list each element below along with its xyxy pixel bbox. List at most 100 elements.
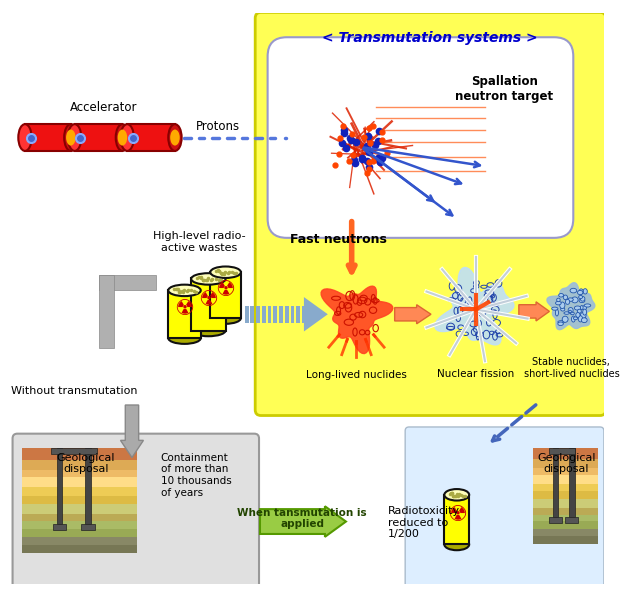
Bar: [549, 517, 562, 522]
Bar: [22, 448, 137, 460]
Ellipse shape: [568, 298, 573, 301]
Polygon shape: [321, 286, 392, 353]
Ellipse shape: [210, 266, 241, 278]
Bar: [533, 521, 598, 529]
Bar: [533, 448, 598, 459]
Bar: [191, 278, 226, 331]
Text: Stable nuclides,
short-lived nuclides: Stable nuclides, short-lived nuclides: [524, 357, 619, 379]
Text: Geological
disposal: Geological disposal: [57, 453, 115, 475]
Bar: [533, 536, 598, 543]
Text: Geological
disposal: Geological disposal: [537, 453, 596, 475]
Ellipse shape: [577, 290, 583, 295]
Ellipse shape: [168, 285, 201, 296]
Ellipse shape: [578, 296, 583, 298]
Ellipse shape: [568, 307, 573, 313]
Bar: [210, 272, 241, 318]
Ellipse shape: [582, 318, 587, 322]
Text: ☢: ☢: [215, 281, 236, 300]
Bar: [533, 529, 598, 536]
Bar: [569, 448, 575, 517]
FancyArrow shape: [120, 405, 144, 457]
Ellipse shape: [580, 306, 583, 310]
Bar: [22, 521, 137, 528]
Text: High-level radio-
active wastes: High-level radio- active wastes: [152, 231, 245, 253]
Bar: [81, 524, 95, 530]
FancyBboxPatch shape: [268, 37, 573, 238]
FancyArrow shape: [260, 506, 346, 537]
Ellipse shape: [583, 309, 587, 315]
Bar: [268, 306, 271, 323]
Text: ☢: ☢: [447, 505, 467, 525]
FancyArrow shape: [394, 304, 431, 324]
Bar: [565, 517, 578, 522]
Ellipse shape: [558, 294, 563, 297]
Ellipse shape: [555, 301, 561, 305]
Ellipse shape: [68, 124, 81, 151]
Bar: [553, 448, 558, 517]
Bar: [22, 544, 137, 553]
Text: ☢: ☢: [175, 300, 195, 319]
Bar: [256, 306, 260, 323]
Bar: [549, 448, 575, 454]
Ellipse shape: [558, 321, 564, 324]
Ellipse shape: [582, 306, 587, 310]
Ellipse shape: [564, 312, 569, 314]
FancyBboxPatch shape: [255, 13, 606, 416]
Bar: [245, 306, 248, 323]
Bar: [51, 448, 97, 454]
Bar: [99, 275, 114, 347]
Text: Long-lived nuclides: Long-lived nuclides: [306, 370, 407, 380]
Bar: [533, 459, 598, 468]
Bar: [22, 496, 137, 504]
Ellipse shape: [563, 295, 568, 300]
Polygon shape: [435, 267, 514, 345]
Text: Nuclear fission: Nuclear fission: [437, 369, 514, 378]
Ellipse shape: [170, 130, 180, 146]
Bar: [250, 306, 254, 323]
Ellipse shape: [191, 273, 226, 285]
Bar: [22, 487, 137, 496]
Bar: [22, 537, 137, 544]
Bar: [25, 124, 71, 151]
Text: When tansmutation is
applied: When tansmutation is applied: [237, 508, 367, 530]
FancyBboxPatch shape: [12, 433, 259, 589]
Polygon shape: [547, 283, 595, 330]
Ellipse shape: [560, 307, 565, 311]
Bar: [533, 499, 598, 508]
Bar: [127, 124, 175, 151]
Bar: [533, 508, 598, 515]
Bar: [22, 478, 137, 487]
Ellipse shape: [580, 297, 585, 301]
Ellipse shape: [572, 297, 578, 303]
Bar: [22, 528, 137, 537]
Ellipse shape: [558, 322, 563, 325]
FancyBboxPatch shape: [405, 427, 604, 587]
Ellipse shape: [584, 304, 591, 307]
Bar: [533, 491, 598, 499]
Ellipse shape: [66, 130, 76, 146]
Ellipse shape: [579, 299, 585, 303]
Ellipse shape: [570, 288, 577, 293]
Ellipse shape: [583, 315, 585, 322]
Ellipse shape: [210, 312, 241, 324]
Text: Fast neutrons: Fast neutrons: [290, 233, 386, 246]
Bar: [302, 306, 306, 323]
Ellipse shape: [579, 289, 583, 294]
Ellipse shape: [577, 315, 582, 318]
Bar: [444, 495, 469, 544]
Ellipse shape: [120, 124, 134, 151]
Ellipse shape: [191, 325, 226, 336]
Ellipse shape: [565, 299, 570, 304]
FancyArrow shape: [519, 302, 549, 321]
Bar: [22, 470, 137, 478]
Bar: [533, 484, 598, 491]
Bar: [22, 514, 137, 521]
Text: Spallation
neutron target: Spallation neutron target: [456, 75, 553, 103]
Text: Radiotoxicity
reduced to
1/200: Radiotoxicity reduced to 1/200: [388, 506, 460, 540]
Ellipse shape: [562, 316, 568, 322]
Ellipse shape: [555, 309, 558, 316]
Bar: [291, 306, 295, 323]
Ellipse shape: [577, 309, 582, 313]
Bar: [273, 306, 277, 323]
Bar: [168, 290, 201, 338]
